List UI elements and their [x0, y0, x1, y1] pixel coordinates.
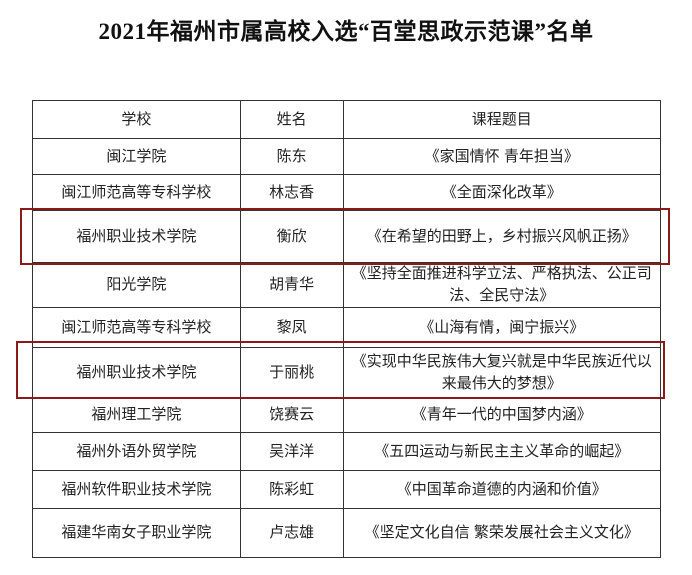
name-cell: 衡欣: [239, 210, 344, 263]
course-cell: 《在希望的田野上，乡村振兴风帆正扬》: [342, 210, 661, 263]
course-cell: 《坚定文化自信 繁荣发展社会主义文化》: [342, 508, 661, 558]
header-school: 学校: [32, 100, 241, 139]
document-title: 2021年福州市属高校入选“百堂思政示范课”名单: [98, 19, 594, 44]
name-cell: 陈彩虹: [239, 470, 344, 509]
school-cell: 闽江学院: [32, 138, 241, 175]
table-row: 闽江学院 陈东 《家国情怀 青年担当》: [32, 138, 661, 175]
course-cell: 《实现中华民族伟大复兴就是中华民族近代以来最伟大的梦想》: [342, 347, 661, 398]
school-cell: 阳光学院: [32, 262, 241, 308]
course-cell: 《青年一代的中国梦内涵》: [342, 397, 661, 433]
name-cell: 于丽桃: [239, 347, 344, 398]
table-row: 福州职业技术学院 衡欣 《在希望的田野上，乡村振兴风帆正扬》: [32, 210, 661, 263]
school-cell: 闽江师范高等专科学校: [32, 174, 241, 211]
name-cell: 黎凤: [239, 307, 344, 348]
table-row: 福州外语外贸学院 吴洋洋 《五四运动与新民主主义革命的崛起》: [32, 432, 661, 471]
course-cell: 《家国情怀 青年担当》: [342, 138, 661, 175]
school-cell: 福州职业技术学院: [32, 210, 241, 263]
table-row: 阳光学院 胡青华 《坚持全面推进科学立法、严格执法、公正司法、全民守法》: [32, 262, 661, 308]
name-cell: 饶赛云: [239, 397, 344, 433]
course-cell: 《全面深化改革》: [342, 174, 661, 211]
table-row: 闽江师范高等专科学校 林志香 《全面深化改革》: [32, 174, 661, 211]
course-cell: 《坚持全面推进科学立法、严格执法、公正司法、全民守法》: [342, 262, 661, 308]
school-cell: 闽江师范高等专科学校: [32, 307, 241, 348]
table-row: 闽江师范高等专科学校 黎凤 《山海有情，闽宁振兴》: [32, 307, 661, 348]
name-cell: 林志香: [239, 174, 344, 211]
table-row: 福州软件职业技术学院 陈彩虹 《中国革命道德的内涵和价值》: [32, 470, 661, 509]
name-cell: 胡青华: [239, 262, 344, 308]
selection-table: 学校 姓名 课程题目 闽江学院 陈东 《家国情怀 青年担当》 闽江师范高等专科学校林…: [32, 100, 661, 558]
table-row: 福州职业技术学院 于丽桃 《实现中华民族伟大复兴就是中华民族近代以来最伟大的梦想》: [32, 347, 661, 398]
course-cell: 《山海有情，闽宁振兴》: [342, 307, 661, 348]
school-cell: 福州理工学院: [32, 397, 241, 433]
table-row: 福州理工学院 饶赛云 《青年一代的中国梦内涵》: [32, 397, 661, 433]
header-name: 姓名: [239, 100, 344, 139]
name-cell: 陈东: [239, 138, 344, 175]
school-cell: 福州职业技术学院: [32, 347, 241, 398]
course-cell: 《五四运动与新民主主义革命的崛起》: [342, 432, 661, 471]
header-course: 课程题目: [342, 100, 661, 139]
table-row: 福建华南女子职业学院 卢志雄 《坚定文化自信 繁荣发展社会主义文化》: [32, 508, 661, 558]
name-cell: 卢志雄: [239, 508, 344, 558]
school-cell: 福州外语外贸学院: [32, 432, 241, 471]
table-header-row: 学校 姓名 课程题目: [32, 100, 661, 139]
school-cell: 福建华南女子职业学院: [32, 508, 241, 558]
name-cell: 吴洋洋: [239, 432, 344, 471]
school-cell: 福州软件职业技术学院: [32, 470, 241, 509]
course-cell: 《中国革命道德的内涵和价值》: [342, 470, 661, 509]
